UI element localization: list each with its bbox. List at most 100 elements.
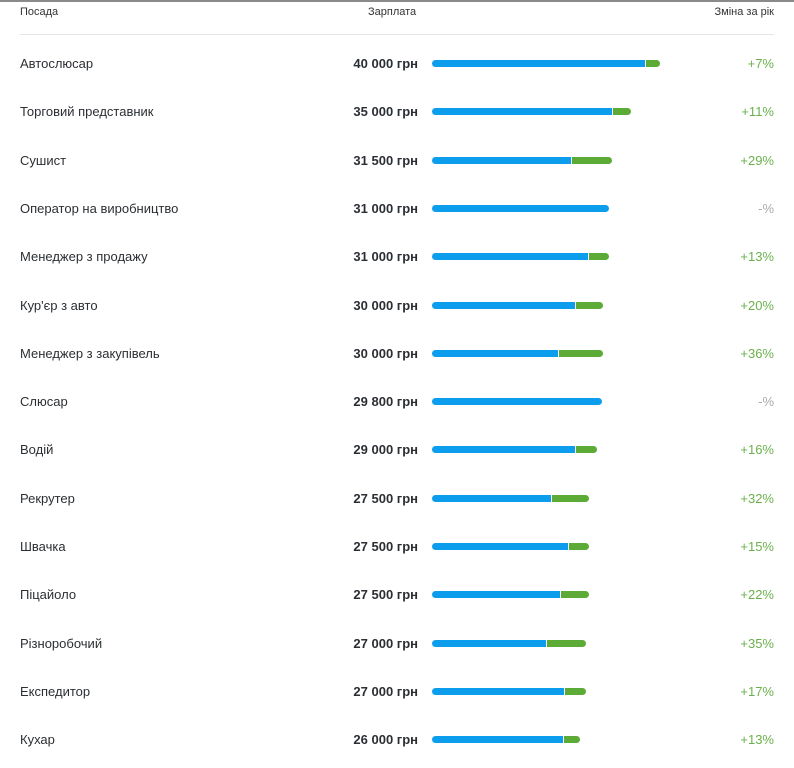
position-name[interactable]: Рекрутер [20,490,75,506]
salary-value: 30 000 грн [353,345,418,361]
position-name[interactable]: Сушист [20,152,67,168]
salary-bar [432,253,609,261]
salary-bar [432,446,598,454]
table-row[interactable]: Кухар 26 000 грн +13% [20,730,774,750]
change-value: +13% [740,249,774,265]
table-header: Посада Зарплата Зміна за рік [20,2,774,35]
salary-value: 29 000 грн [353,442,418,458]
table-row[interactable]: Автослюсар 40 000 грн +7% [20,54,774,74]
growth-segment [575,446,598,454]
position-name[interactable]: Менеджер з продажу [20,249,148,265]
salary-value: 31 000 грн [353,200,418,216]
position-name[interactable]: Торговий представник [20,104,154,120]
previous-salary-segment [432,156,572,164]
salary-bar [432,156,612,164]
previous-salary-segment [432,349,558,357]
change-value: +35% [740,635,774,651]
previous-salary-segment [432,446,575,454]
salary-value: 40 000 грн [353,56,418,71]
position-name[interactable]: Менеджер з закупівель [20,345,160,361]
salary-value: 35 000 грн [353,104,418,120]
salary-value: 27 500 грн [353,490,418,506]
growth-segment [646,60,660,67]
table-row[interactable]: Торговий представник 35 000 грн +11% [20,102,774,122]
previous-salary-segment [432,591,561,599]
previous-salary-segment [432,736,564,744]
column-header-salary: Зарплата [368,6,417,18]
previous-salary-segment [432,543,569,550]
position-name[interactable]: Оператор на виробництво [20,200,179,216]
salary-value: 31 500 грн [353,152,418,168]
salary-value: 26 000 грн [353,732,418,748]
growth-segment [561,591,589,599]
position-name[interactable]: Піцайоло [20,587,77,603]
change-value: +17% [740,683,774,699]
position-name[interactable]: Автослюсар [20,56,94,71]
growth-segment [569,543,589,550]
previous-salary-segment [432,108,612,116]
previous-salary-segment [432,253,589,261]
growth-segment [547,639,586,647]
position-name[interactable]: Різноробочий [20,635,103,651]
table-row[interactable]: Піцайоло 27 500 грн +22% [20,585,774,605]
salary-bar [432,687,586,695]
position-name[interactable]: Кур'єр з авто [20,297,98,313]
salary-bar [432,494,589,502]
growth-segment [551,494,589,502]
change-value: +29% [740,152,774,168]
previous-salary-segment [432,639,546,647]
salary-bar [432,204,609,212]
position-name[interactable]: Слюсар [20,394,68,410]
table-row[interactable]: Рекрутер 27 500 грн +32% [20,489,774,509]
change-value: -% [758,394,774,410]
growth-segment [612,108,632,116]
salary-value: 27 500 грн [353,539,418,554]
growth-segment [558,349,603,357]
table-row[interactable]: Водій 29 000 грн +16% [20,440,774,460]
previous-salary-segment [432,301,575,309]
salary-bar [432,108,632,116]
position-name[interactable]: Кухар [20,732,55,748]
table-row[interactable]: Сушист 31 500 грн +29% [20,151,774,171]
salary-bar [432,736,581,744]
table-row[interactable]: Оператор на виробництво 31 000 грн -% [20,199,774,219]
table-row[interactable]: Швачка 27 500 грн +15% [20,537,774,557]
salary-bar [432,301,603,309]
salary-value: 27 000 грн [353,683,418,699]
growth-segment [575,301,603,309]
previous-salary-segment [432,494,551,502]
salary-value: 30 000 грн [353,297,418,313]
previous-salary-segment [432,204,609,212]
change-value: +13% [740,732,774,748]
table-row[interactable]: Різноробочий 27 000 грн +35% [20,634,774,654]
change-value: +32% [740,490,774,506]
change-value: +15% [740,539,774,554]
change-value: -% [758,200,774,216]
column-header-position: Посада [20,6,59,18]
salary-value: 29 800 грн [353,394,418,410]
salary-bar [432,543,589,550]
position-name[interactable]: Водій [20,442,54,458]
table-row[interactable]: Менеджер з закупівель 30 000 грн +36% [20,344,774,364]
column-header-change: Зміна за рік [714,6,775,18]
growth-segment [564,736,581,744]
table-row[interactable]: Експедитор 27 000 грн +17% [20,682,774,702]
previous-salary-segment [432,687,564,695]
salary-bar [432,349,603,357]
table-row[interactable]: Кур'єр з авто 30 000 грн +20% [20,296,774,316]
change-value: +7% [747,56,774,71]
salary-value: 31 000 грн [353,249,418,265]
change-value: +20% [740,297,774,313]
position-name[interactable]: Швачка [20,539,66,554]
previous-salary-segment [432,398,602,406]
position-name[interactable]: Експедитор [20,683,91,699]
change-value: +16% [740,442,774,458]
change-value: +36% [740,345,774,361]
growth-segment [564,687,586,695]
salary-bar [432,398,602,406]
change-value: +22% [740,587,774,603]
table-row[interactable]: Слюсар 29 800 грн -% [20,392,774,412]
previous-salary-segment [432,60,646,67]
salary-bar [432,639,586,647]
table-row[interactable]: Менеджер з продажу 31 000 грн +13% [20,247,774,267]
